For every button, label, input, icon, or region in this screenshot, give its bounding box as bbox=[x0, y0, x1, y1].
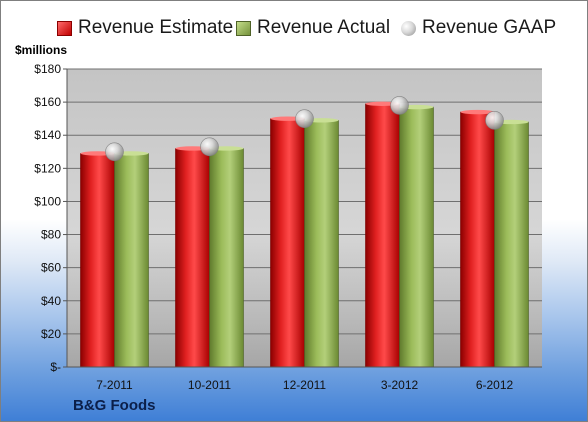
legend-label: Revenue Actual bbox=[257, 17, 391, 38]
gaap-points bbox=[105, 96, 504, 162]
y-tick-label: $120 bbox=[34, 161, 61, 175]
point-revenue-gaap bbox=[485, 111, 504, 130]
legend-label: Revenue Estimate bbox=[78, 17, 234, 38]
bars bbox=[80, 101, 529, 368]
legend-item-revenue-actual: Revenue Actual bbox=[236, 17, 390, 39]
y-tick-label: $- bbox=[50, 360, 61, 374]
y-tick-label: $140 bbox=[34, 128, 61, 142]
bar-revenue-actual bbox=[494, 121, 529, 368]
bar-revenue-estimate bbox=[460, 111, 495, 368]
bar-top-revenue-estimate bbox=[460, 109, 495, 115]
legend-swatch-red bbox=[57, 20, 72, 36]
x-tick-label: 7-2011 bbox=[96, 378, 133, 392]
y-tick-label: $80 bbox=[41, 228, 61, 242]
y-tick-label: $100 bbox=[34, 194, 61, 208]
bar-revenue-estimate bbox=[80, 153, 115, 368]
point-revenue-gaap bbox=[295, 109, 314, 128]
bar-revenue-actual bbox=[114, 153, 149, 368]
bar-revenue-estimate bbox=[175, 148, 210, 368]
x-tick-label: 12-2011 bbox=[283, 378, 326, 392]
legend-item-revenue-gaap: Revenue GAAP bbox=[401, 17, 556, 39]
y-tick-label: $180 bbox=[34, 62, 61, 76]
x-tick-label: 3-2012 bbox=[381, 378, 419, 392]
bar-revenue-estimate bbox=[365, 103, 400, 368]
y-axis-units-label: $millions bbox=[15, 43, 68, 57]
y-tick-label: $160 bbox=[34, 95, 61, 109]
x-tick-label: 10-2011 bbox=[188, 378, 231, 392]
y-tick-label: $40 bbox=[41, 294, 61, 308]
x-axis-ticks: 7-2011 10-2011 12-2011 3-2012 6-2012 bbox=[67, 366, 542, 392]
y-axis-ticks: $- $20 $40 $60 $80 $100 $120 $140 $160 $180 bbox=[34, 62, 68, 374]
x-tick-label: 6-2012 bbox=[476, 378, 514, 392]
legend-item-revenue-estimate: Revenue Estimate bbox=[57, 17, 233, 39]
point-revenue-gaap bbox=[105, 142, 124, 162]
bar-revenue-actual bbox=[399, 106, 434, 368]
legend: Revenue Estimate Revenue Actual Revenue … bbox=[1, 11, 587, 47]
point-revenue-gaap bbox=[390, 96, 409, 115]
bar-revenue-actual bbox=[209, 148, 244, 368]
bar-revenue-actual bbox=[304, 120, 339, 368]
company-name: B&G Foods bbox=[73, 397, 156, 414]
y-tick-label: $20 bbox=[41, 327, 61, 341]
legend-marker-gray bbox=[401, 20, 416, 36]
legend-label: Revenue GAAP bbox=[422, 17, 557, 38]
point-revenue-gaap bbox=[200, 137, 219, 157]
legend-swatch-green bbox=[236, 20, 251, 36]
y-tick-label: $60 bbox=[41, 261, 61, 275]
bar-revenue-estimate bbox=[270, 118, 305, 368]
